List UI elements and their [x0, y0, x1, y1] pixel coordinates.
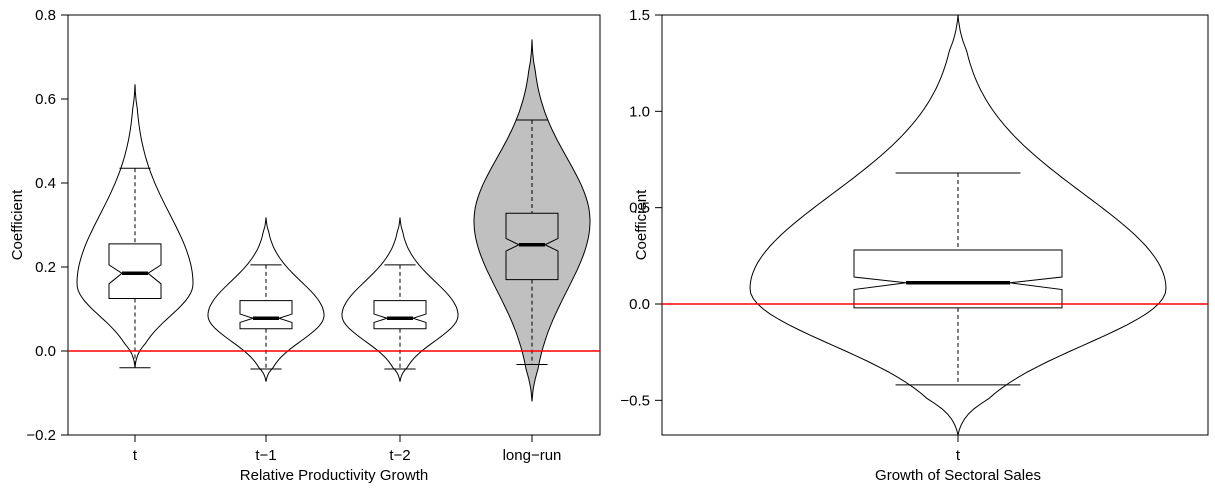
left-x-axis-label: Relative Productivity Growth	[240, 467, 428, 484]
left-ytick-label: −0.2	[26, 427, 56, 444]
left-violin-1	[207, 217, 325, 382]
left-xtick-label: t−1	[255, 447, 276, 464]
left-box-2	[373, 300, 427, 330]
left-ytick-label: 0.2	[35, 259, 56, 276]
left-ytick-label: 0.8	[35, 7, 56, 24]
left-y-axis-label: Coefficient	[9, 189, 26, 260]
right-ytick-label: 1.0	[629, 103, 650, 120]
left-violin-2	[341, 217, 459, 382]
right-xtick-label: t	[956, 447, 961, 464]
left-xtick-label: long−run	[503, 447, 562, 464]
right-ytick-label: −0.5	[620, 392, 650, 409]
right-ytick-label: 0.5	[629, 200, 650, 217]
right-ytick-label: 1.5	[629, 7, 650, 24]
right-y-axis-label: Coefficient	[633, 189, 650, 260]
left-box-1	[239, 300, 293, 330]
left-ytick-label: 0.4	[35, 175, 56, 192]
right-ytick-label: 0.0	[629, 296, 650, 313]
right-box-0	[853, 249, 1063, 309]
right-x-ticks: t	[956, 435, 961, 464]
left-box-0	[108, 243, 162, 299]
right-y-ticks: −0.5 0.0 0.5 1.0 1.5	[620, 7, 662, 409]
left-ytick-label: 0.0	[35, 343, 56, 360]
right-violins	[749, 14, 1167, 436]
left-ytick-label: 0.6	[35, 91, 56, 108]
left-y-ticks: −0.2 0.0 0.2 0.4 0.6 0.8	[26, 7, 68, 444]
right-plot-frame	[661, 14, 1209, 436]
left-plot-frame	[67, 14, 601, 436]
left-xtick-label: t−2	[389, 447, 410, 464]
left-xtick-label: t	[133, 447, 138, 464]
left-x-ticks: t t−1 t−2 long−run	[133, 435, 561, 464]
left-violins	[76, 39, 591, 402]
right-x-axis-label: Growth of Sectoral Sales	[875, 467, 1041, 484]
left-panel: −0.2 0.0 0.2 0.4 0.6 0.8 t t−1 t−2 long−run Rela…	[9, 7, 601, 484]
right-panel: −0.5 0.0 0.5 1.0 1.5 t Growth of Sectoral Sa…	[620, 7, 1209, 484]
